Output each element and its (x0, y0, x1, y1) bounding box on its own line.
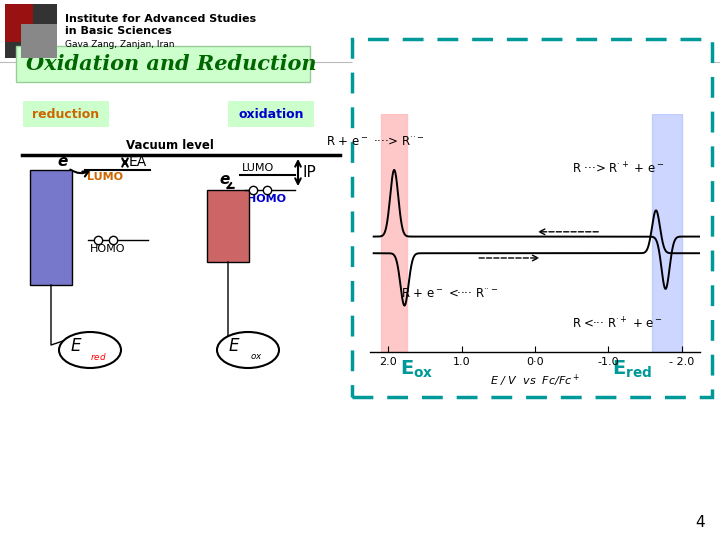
Bar (30, 170, 72, 285)
Text: Gava Zang, Zanjan, Iran: Gava Zang, Zanjan, Iran (65, 40, 174, 49)
X-axis label: $E$ / V  vs  Fc/Fc$^+$: $E$ / V vs Fc/Fc$^+$ (490, 373, 580, 389)
Text: R ···> R$^{·+}$ + e$^-$: R ···> R$^{·+}$ + e$^-$ (572, 161, 664, 177)
Text: HOMO: HOMO (90, 244, 125, 254)
Text: $E$: $E$ (70, 337, 82, 355)
Text: R + e$^-$ ····> R$^{··-}$: R + e$^-$ ····> R$^{··-}$ (326, 135, 425, 148)
Text: 4: 4 (696, 515, 705, 530)
Bar (207, 190, 249, 262)
Text: Oxidation and Reduction: Oxidation and Reduction (26, 54, 317, 74)
Bar (5, 4, 33, 42)
Text: R <··· R$^{·+}$ + e$^-$: R <··· R$^{·+}$ + e$^-$ (572, 316, 662, 331)
Bar (652, 114, 682, 352)
Text: $_{ox}$: $_{ox}$ (250, 349, 262, 362)
Text: LUMO: LUMO (242, 163, 274, 173)
FancyBboxPatch shape (16, 46, 310, 82)
Text: R + e$^-$ <···· R$^{··-}$: R + e$^-$ <···· R$^{··-}$ (401, 287, 498, 300)
Bar (21, 24, 57, 58)
FancyBboxPatch shape (352, 39, 712, 397)
Text: EA: EA (129, 156, 148, 170)
Text: LUMO: LUMO (87, 172, 123, 182)
FancyBboxPatch shape (228, 101, 314, 127)
Text: in Basic Sciences: in Basic Sciences (65, 26, 172, 36)
Text: Vacuum level: Vacuum level (126, 139, 214, 152)
Text: HOMO: HOMO (247, 194, 286, 204)
Text: e: e (220, 172, 230, 187)
Text: e: e (58, 154, 68, 170)
Text: oxidation: oxidation (238, 107, 304, 120)
Text: reduction: reduction (32, 107, 99, 120)
Text: $\mathbf{E_{ox}}$: $\mathbf{E_{ox}}$ (400, 359, 433, 380)
FancyBboxPatch shape (23, 101, 109, 127)
Bar (5, 4, 57, 58)
Text: $E$: $E$ (228, 337, 240, 355)
Bar (381, 114, 407, 352)
Text: IP: IP (302, 165, 316, 180)
Ellipse shape (59, 332, 121, 368)
Ellipse shape (217, 332, 279, 368)
Text: Institute for Advanced Studies: Institute for Advanced Studies (65, 14, 256, 24)
Text: $\mathbf{E_{red}}$: $\mathbf{E_{red}}$ (612, 359, 652, 380)
Text: $_{red}$: $_{red}$ (90, 349, 107, 362)
